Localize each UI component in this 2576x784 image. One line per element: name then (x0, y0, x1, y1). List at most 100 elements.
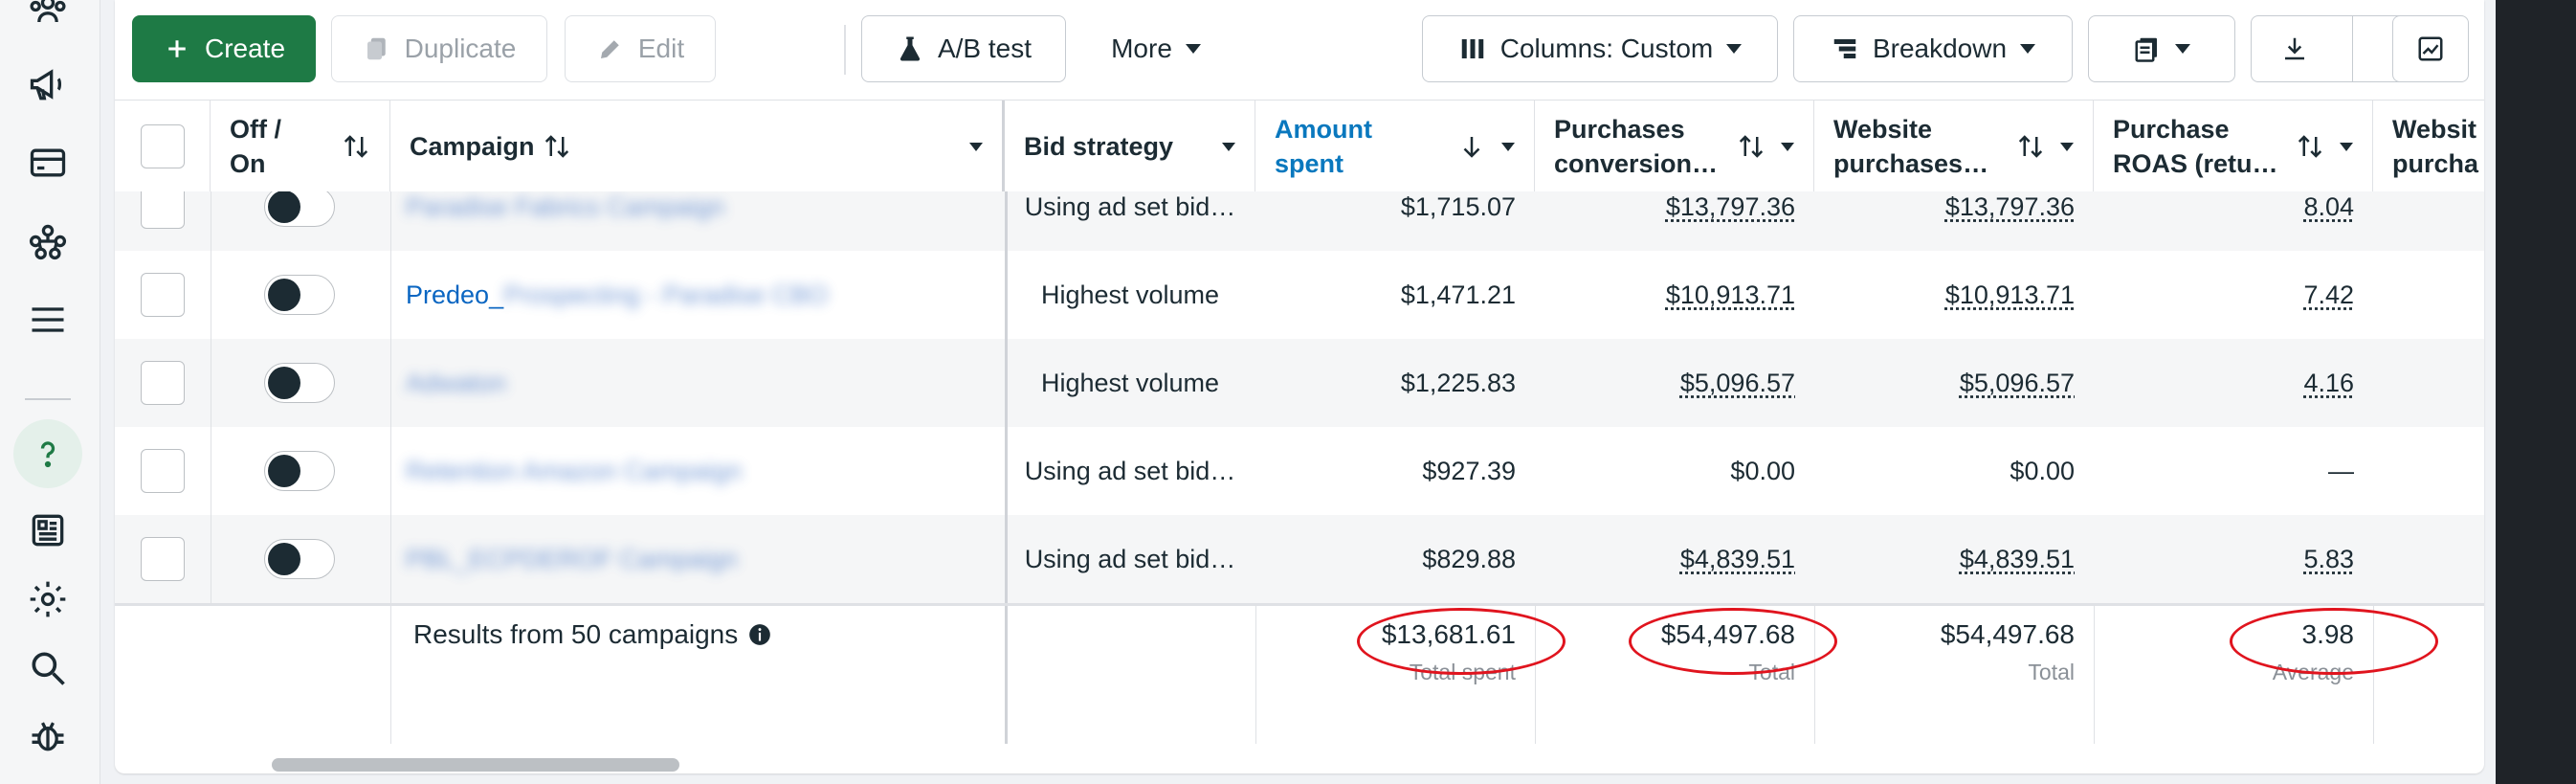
row-checkbox[interactable] (141, 449, 185, 493)
more-dropdown[interactable]: More (1081, 15, 1231, 82)
amount-spent: $927.39 (1422, 456, 1516, 485)
row-checkbox[interactable] (141, 361, 185, 405)
table-body: Paradise Fabrics Campaign Using ad set b… (115, 191, 2484, 603)
highlight-oval (2230, 608, 2438, 675)
toolbar-divider (844, 25, 846, 75)
sort-icon (544, 135, 568, 158)
duplicate-icon (366, 37, 386, 60)
purchase-roas[interactable]: 4.16 (2303, 368, 2354, 397)
horizontal-scrollbar[interactable] (272, 758, 679, 772)
campaign-name[interactable]: PBL_ECPDEROF Campaign (406, 544, 738, 573)
help-icon[interactable] (13, 419, 82, 488)
chevron-down-icon (1222, 142, 1235, 151)
chevron-down-icon (1185, 44, 1201, 54)
plus-icon (168, 40, 186, 57)
row-checkbox[interactable] (141, 537, 185, 581)
campaign-name[interactable]: Adwaton (406, 368, 507, 397)
website-purchases-value[interactable]: $10,913.71 (1944, 280, 2075, 309)
header-campaign[interactable]: Campaign (390, 101, 1005, 192)
duplicate-button[interactable]: Duplicate (331, 15, 547, 82)
reports-dropdown[interactable] (2088, 15, 2235, 82)
purchases-conversion-value[interactable]: $10,913.71 (1665, 280, 1795, 309)
search-icon[interactable] (21, 641, 75, 695)
charts-button[interactable] (2392, 15, 2469, 82)
breakdown-dropdown[interactable]: Breakdown (1793, 15, 2073, 82)
bid-strategy: Using ad set bid… (1024, 456, 1236, 485)
amount-spent: $1,715.07 (1400, 191, 1516, 221)
select-all-checkbox[interactable] (140, 124, 185, 168)
table-row[interactable]: Retention Amazon Campaign Using ad set b… (115, 427, 2484, 515)
purchase-roas[interactable]: 7.42 (2303, 280, 2354, 309)
chevron-down-icon (2340, 142, 2353, 151)
info-icon[interactable] (747, 622, 772, 647)
campaign-toggle[interactable] (264, 275, 335, 315)
megaphone-icon[interactable] (21, 57, 75, 111)
header-off-on[interactable]: Off / On (211, 101, 390, 192)
header-website-purchases[interactable]: Website purchases… (1814, 101, 2094, 192)
arrow-down-icon (1463, 137, 1480, 158)
bug-icon[interactable] (21, 708, 75, 762)
campaigns-table: Off / On Campaign Bid strategy Amount spen… (115, 100, 2484, 750)
website-purchases-value[interactable]: $5,096.57 (1959, 368, 2075, 397)
download-button[interactable] (2252, 34, 2339, 63)
header-amount-spent[interactable]: Amount spent (1255, 101, 1535, 192)
network-icon[interactable] (21, 214, 75, 268)
gear-icon[interactable] (21, 572, 75, 626)
campaign-toggle[interactable] (264, 539, 335, 579)
bid-strategy: Using ad set bid… (1024, 544, 1236, 573)
table-row[interactable]: Paradise Fabrics Campaign Using ad set b… (115, 191, 2484, 251)
campaign-toggle[interactable] (264, 363, 335, 403)
purchase-roas[interactable]: 8.04 (2303, 191, 2354, 221)
table-row[interactable]: Adwaton Highest volume $1,225.83 $5,096.… (115, 339, 2484, 427)
reports-icon (2135, 37, 2157, 62)
left-nav-rail (0, 0, 100, 784)
right-dark-strip (2496, 0, 2576, 784)
amount-spent: $1,225.83 (1400, 368, 1516, 397)
columns-dropdown[interactable]: Columns: Custom (1422, 15, 1778, 82)
highlight-oval (1357, 608, 1566, 675)
website-purchases-value: $0.00 (2010, 456, 2075, 485)
amount-spent: $829.88 (1422, 544, 1516, 573)
table-row[interactable]: PBL_ECPDEROF Campaign Using ad set bid… … (115, 515, 2484, 603)
chevron-down-icon (2175, 44, 2190, 54)
purchases-conversion-value[interactable]: $5,096.57 (1679, 368, 1795, 397)
purchases-conversion-value[interactable]: $4,839.51 (1679, 544, 1795, 573)
chevron-down-icon (1501, 142, 1515, 151)
website-purchases-value[interactable]: $13,797.36 (1944, 191, 2075, 221)
chevron-down-icon (1726, 44, 1743, 54)
flask-icon (899, 36, 921, 61)
campaign-toggle[interactable] (264, 191, 335, 227)
header-bid-strategy[interactable]: Bid strategy (1005, 101, 1255, 192)
card-icon[interactable] (21, 136, 75, 190)
news-icon[interactable] (21, 504, 75, 557)
purchases-conversion-value[interactable]: $13,797.36 (1665, 191, 1795, 221)
menu-icon[interactable] (21, 293, 75, 347)
purchase-roas[interactable]: 5.83 (2303, 544, 2354, 573)
purchase-roas: — (2328, 456, 2354, 485)
purchases-conversion-value: $0.00 (1730, 456, 1795, 485)
header-website-purchases-2[interactable]: Websit purcha (2392, 115, 2479, 178)
sort-icon (2018, 135, 2043, 158)
breakdown-icon (1833, 39, 1856, 58)
header-purchase-roas[interactable]: Purchase ROAS (retu… (2094, 101, 2373, 192)
bid-strategy: Using ad set bid… (1024, 191, 1236, 221)
row-checkbox[interactable] (141, 273, 185, 317)
website-purchases-value[interactable]: $4,839.51 (1959, 544, 2075, 573)
row-checkbox[interactable] (141, 191, 185, 229)
header-purchases-conversion[interactable]: Purchases conversion… (1535, 101, 1814, 192)
campaign-toggle[interactable] (264, 451, 335, 491)
table-row[interactable]: Predeo_ Prospecting - Paradise CBO Highes… (115, 251, 2484, 339)
results-footer: Results from 50 campaigns $13,681.61 Tot… (115, 603, 2484, 744)
edit-button[interactable]: Edit (565, 15, 716, 82)
create-button[interactable]: Create (132, 15, 316, 82)
campaign-name[interactable]: Predeo_ Prospecting - Paradise CBO (406, 280, 829, 309)
campaign-name[interactable]: Paradise Fabrics Campaign (406, 191, 725, 221)
sort-icon (1739, 135, 1764, 158)
sort-icon (2298, 135, 2322, 158)
campaign-name[interactable]: Retention Amazon Campaign (406, 456, 743, 485)
website-total-value: $54,497.68 (1940, 619, 2075, 649)
amount-spent: $1,471.21 (1400, 280, 1516, 309)
people-icon[interactable] (21, 0, 75, 38)
ab-test-button[interactable]: A/B test (861, 15, 1066, 82)
rail-divider (25, 398, 71, 400)
